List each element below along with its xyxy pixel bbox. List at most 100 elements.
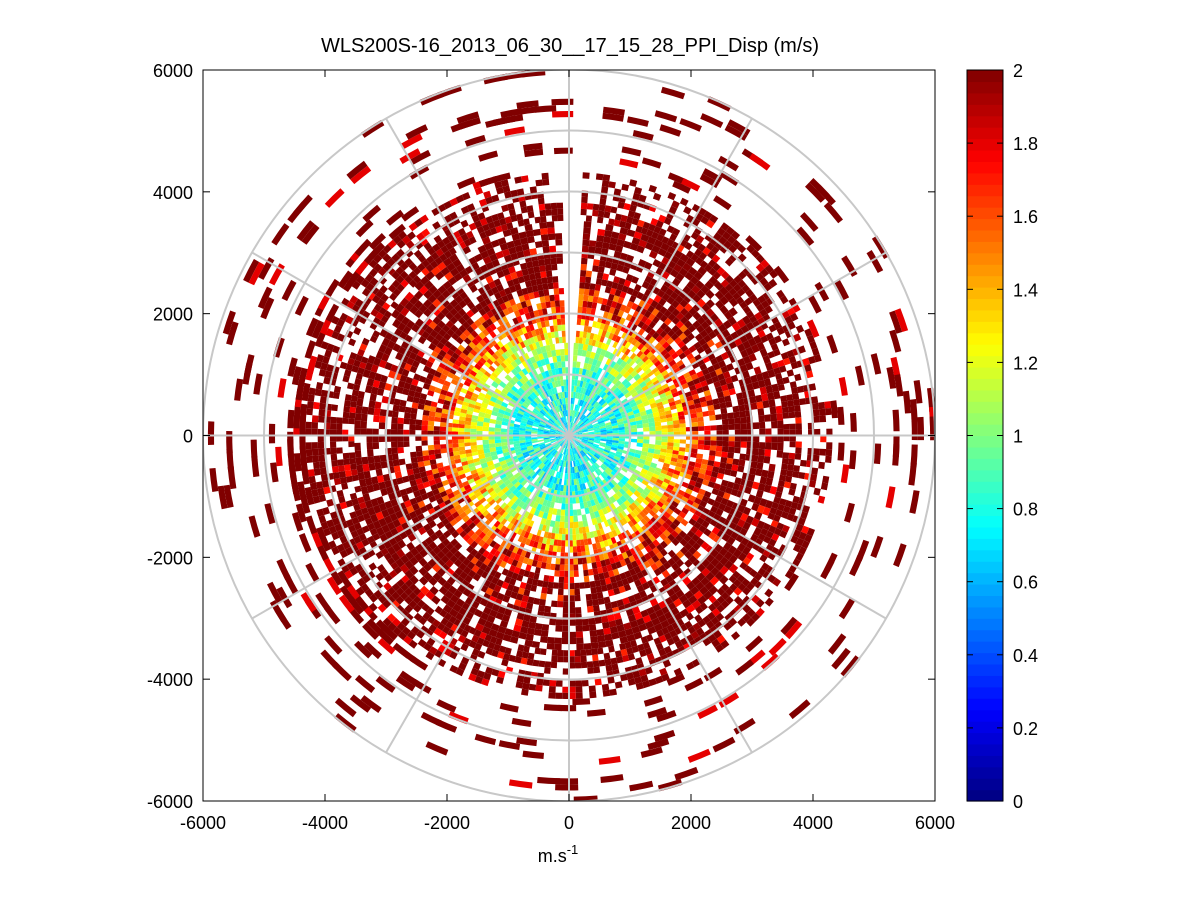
scan-cell (356, 464, 364, 473)
scan-cell (508, 355, 515, 363)
scan-cell (378, 381, 387, 390)
scan-cell (611, 422, 618, 427)
scan-cell (564, 515, 569, 523)
scan-cell (615, 474, 623, 482)
scan-cell (474, 319, 482, 328)
scan-cell (538, 510, 545, 518)
scan-cell (434, 605, 443, 615)
scan-cell (604, 558, 611, 566)
scan-cell (533, 509, 541, 517)
scan-cell (437, 542, 446, 551)
scan-cell (598, 641, 607, 649)
scan-cell (547, 227, 555, 235)
scan-cell (617, 481, 625, 489)
scan-cell (381, 353, 390, 362)
scan-cell (637, 535, 645, 543)
scan-cell (465, 344, 473, 353)
scan-cell (659, 415, 667, 420)
scan-cell (539, 401, 546, 408)
scan-cell (400, 591, 409, 601)
scan-cell (696, 387, 704, 394)
scan-cell (598, 446, 605, 451)
scan-cell (706, 339, 715, 348)
scan-cell (406, 320, 415, 330)
scan-cell (649, 462, 658, 469)
scan-cell (438, 349, 447, 358)
scan-cell (621, 578, 629, 586)
scan-cell (678, 571, 688, 581)
scan-cell (615, 389, 623, 397)
scan-cell (476, 360, 484, 368)
scan-cell (595, 321, 602, 329)
scan-cell (592, 410, 599, 416)
scan-cell (468, 522, 476, 530)
scan-cell (651, 357, 659, 365)
scan-cell (704, 440, 711, 446)
scan-cell (467, 459, 474, 465)
scan-cell (391, 423, 398, 430)
scan-cell (627, 496, 635, 505)
scan-cell (572, 397, 575, 405)
scan-cell (632, 355, 640, 363)
scan-cell (661, 494, 669, 501)
scan-cell (558, 426, 564, 431)
scan-cell (610, 206, 618, 214)
scan-cell (540, 517, 547, 526)
scan-cell (473, 475, 481, 482)
scan-cell (496, 297, 505, 306)
scan-cell (533, 421, 540, 426)
scan-cell (588, 451, 594, 457)
scan-cell (531, 376, 538, 384)
scan-cell (576, 419, 582, 426)
scan-cell (628, 466, 636, 473)
scan-cell (696, 517, 705, 525)
scan-cell (544, 295, 551, 303)
scan-cell (606, 583, 614, 591)
scan-cell (645, 537, 653, 546)
scan-cell (566, 422, 569, 429)
scan-cell (673, 367, 681, 374)
scan-cell (691, 513, 700, 522)
scan-cell (742, 546, 752, 556)
scan-cell (721, 329, 731, 338)
scan-cell (397, 380, 406, 389)
scan-cell (685, 604, 696, 614)
scan-cell (681, 382, 689, 390)
scan-cell (528, 363, 536, 372)
scan-cell (409, 384, 417, 392)
scan-cell (732, 482, 741, 491)
scan-cell (543, 384, 549, 391)
scan-cell (451, 500, 460, 508)
scan-cell (467, 529, 475, 538)
scan-cell (618, 519, 625, 527)
scan-cell (664, 474, 672, 481)
scan-cell (598, 204, 606, 212)
scan-cell (708, 455, 716, 462)
scan-cell (591, 339, 597, 347)
scan-cell (519, 522, 526, 530)
scan-cell (551, 368, 557, 376)
scan-cell (483, 417, 491, 423)
scan-cell (359, 343, 368, 351)
scan-cell (516, 521, 523, 529)
scan-cell (571, 404, 574, 411)
scan-cell (423, 562, 433, 572)
scan-cell (478, 331, 486, 340)
scan-cell (419, 357, 428, 366)
scan-cell (418, 375, 427, 383)
scan-cell (725, 463, 733, 470)
scan-cell (485, 261, 495, 270)
scan-cell (536, 561, 543, 568)
scan-cell (569, 583, 575, 590)
scan-cell (571, 379, 575, 386)
scan-cell (369, 335, 378, 344)
scan-cell (466, 390, 474, 397)
scan-cell (712, 362, 721, 371)
scan-cell (413, 373, 421, 381)
scan-cell (338, 465, 345, 472)
scan-cell (380, 461, 388, 469)
scan-cell (549, 409, 554, 416)
scan-cell (622, 654, 630, 663)
scan-cell (450, 594, 460, 604)
scan-cell (603, 417, 610, 422)
